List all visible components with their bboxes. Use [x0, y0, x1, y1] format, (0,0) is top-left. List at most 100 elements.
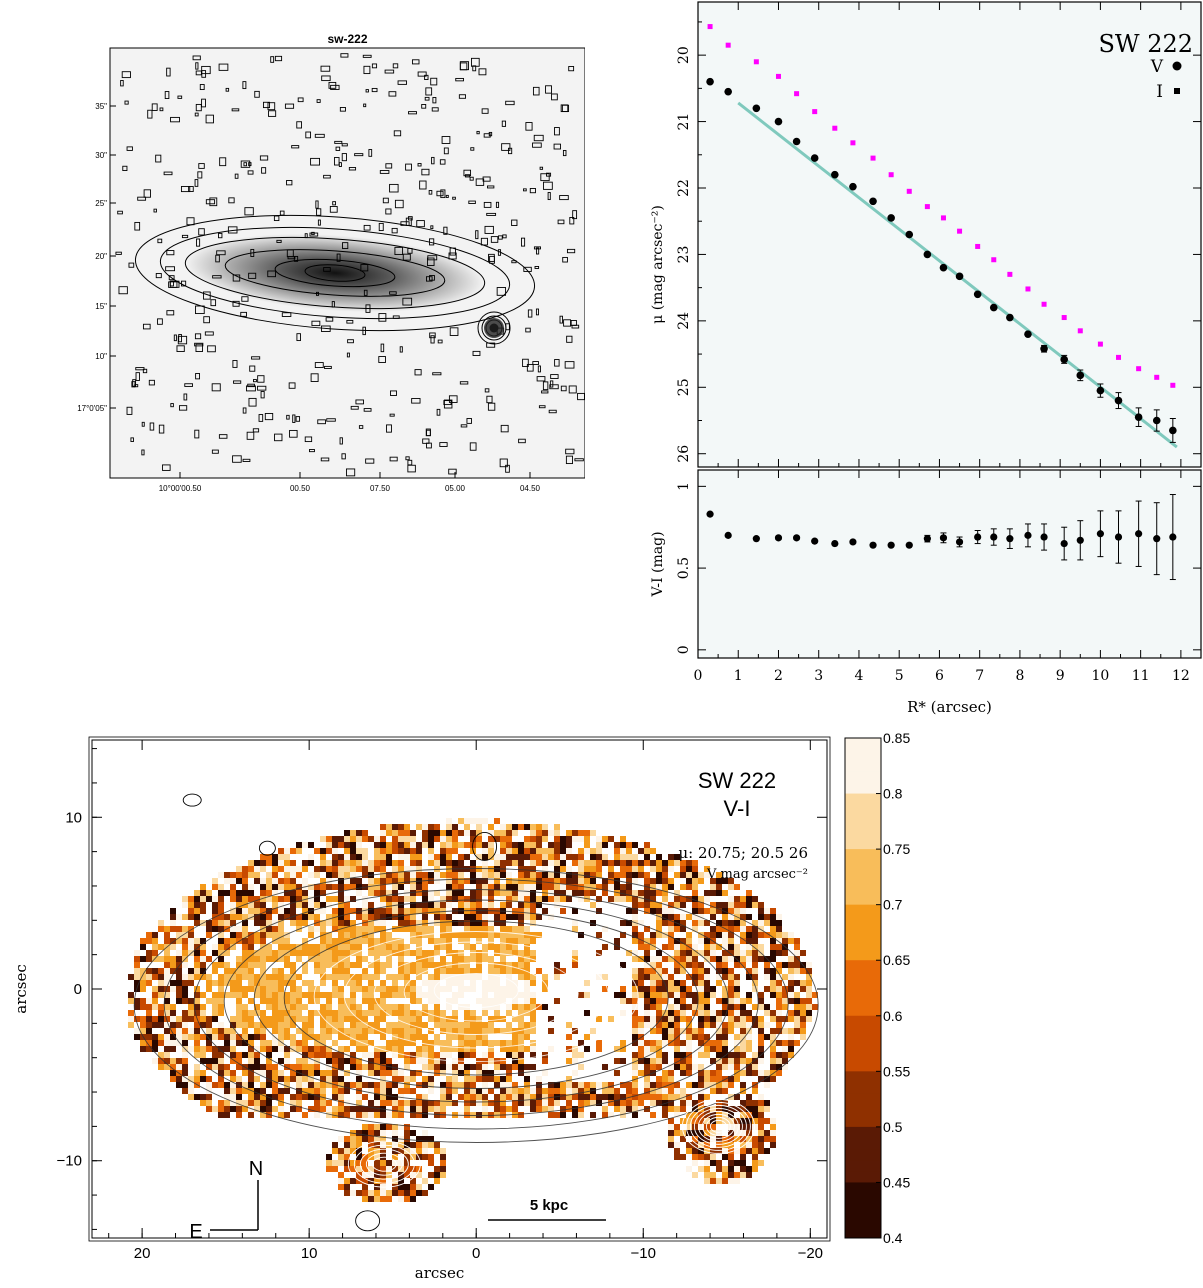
color-pixel	[698, 1154, 704, 1160]
x-tick-label: 6	[935, 668, 944, 684]
color-pixel	[284, 1004, 290, 1010]
color-pixel	[332, 1112, 338, 1118]
color-pixel	[368, 1040, 374, 1046]
color-pixel	[788, 1034, 794, 1040]
color-pixel	[692, 872, 698, 878]
noise-contour	[500, 424, 509, 433]
color-pixel	[440, 968, 446, 974]
color-pixel	[446, 1046, 452, 1052]
i-band-point	[832, 125, 838, 131]
color-pixel	[332, 986, 338, 992]
color-pixel	[146, 1040, 152, 1046]
color-pixel	[476, 1028, 482, 1034]
color-pixel	[284, 1088, 290, 1094]
color-pixel	[692, 998, 698, 1004]
color-pixel	[410, 914, 416, 920]
color-pixel	[602, 974, 608, 980]
color-pixel	[776, 1058, 782, 1064]
color-pixel	[338, 1154, 344, 1160]
color-pixel	[692, 1124, 698, 1130]
noise-contour	[296, 333, 301, 342]
color-pixel	[632, 842, 638, 848]
color-pixel	[572, 878, 578, 884]
i-band-point	[1041, 301, 1047, 307]
color-pixel	[458, 1040, 464, 1046]
color-pixel	[212, 968, 218, 974]
v-band-point	[774, 117, 783, 126]
color-pixel	[350, 992, 356, 998]
noise-contour	[542, 381, 549, 391]
color-pixel	[770, 986, 776, 992]
color-pixel	[320, 866, 326, 872]
color-pixel	[344, 1010, 350, 1016]
color-pixel	[350, 878, 356, 884]
color-pixel	[434, 1100, 440, 1106]
color-pixel	[746, 1106, 752, 1112]
color-pixel	[776, 944, 782, 950]
noise-contour	[284, 103, 295, 109]
color-pixel	[326, 920, 332, 926]
color-pixel	[686, 1082, 692, 1088]
color-pixel	[266, 956, 272, 962]
color-pixel	[248, 1094, 254, 1100]
color-pixel	[230, 992, 236, 998]
color-pixel	[668, 974, 674, 980]
noise-contour	[178, 334, 182, 343]
noise-contour	[211, 449, 219, 454]
noise-contour	[529, 188, 536, 194]
color-pixel	[590, 830, 596, 836]
color-pixel	[530, 992, 536, 998]
color-pixel	[218, 908, 224, 914]
color-pixel	[182, 1010, 188, 1016]
color-pixel	[440, 860, 446, 866]
noise-contour	[535, 247, 540, 255]
color-pixel	[686, 1040, 692, 1046]
color-pixel	[158, 1004, 164, 1010]
color-pixel	[284, 884, 290, 890]
color-pixel	[338, 920, 344, 926]
color-pixel	[284, 854, 290, 860]
color-pixel	[560, 1112, 566, 1118]
noise-contour	[499, 458, 508, 468]
color-pixel	[764, 914, 770, 920]
color-pixel	[602, 1082, 608, 1088]
color-pixel	[194, 920, 200, 926]
color-pixel	[410, 1022, 416, 1028]
color-pixel	[698, 920, 704, 926]
color-pixel	[236, 1052, 242, 1058]
color-pixel	[680, 914, 686, 920]
color-pixel	[206, 896, 212, 902]
color-pixel	[458, 878, 464, 884]
color-pixel	[716, 884, 722, 890]
color-pixel	[776, 1070, 782, 1076]
color-pixel	[308, 1082, 314, 1088]
color-pixel	[512, 824, 518, 830]
x-tick-label: 3	[814, 668, 823, 684]
color-pixel	[278, 998, 284, 1004]
color-pixel	[758, 1028, 764, 1034]
color-pixel	[482, 980, 488, 986]
color-pixel	[686, 950, 692, 956]
color-pixel	[764, 962, 770, 968]
color-pixel	[494, 1064, 500, 1070]
color-pixel	[488, 884, 494, 890]
color-pixel	[524, 1022, 530, 1028]
noise-contour	[408, 111, 417, 115]
color-pixel	[194, 968, 200, 974]
color-pixel	[308, 986, 314, 992]
colorbar-tick-label: 0.85	[883, 730, 910, 746]
color-pixel	[662, 974, 668, 980]
color-pixel	[626, 950, 632, 956]
noise-contour	[389, 456, 398, 462]
color-pixel	[662, 1100, 668, 1106]
color-pixel	[728, 1154, 734, 1160]
colorbar-segment	[845, 1149, 881, 1161]
color-pixel	[416, 866, 422, 872]
noise-contour	[242, 458, 251, 462]
color-pixel	[674, 1082, 680, 1088]
color-pixel	[230, 1046, 236, 1052]
color-pixel	[182, 1088, 188, 1094]
noise-contour	[194, 429, 200, 439]
color-pixel	[404, 1160, 410, 1166]
color-pixel	[410, 926, 416, 932]
